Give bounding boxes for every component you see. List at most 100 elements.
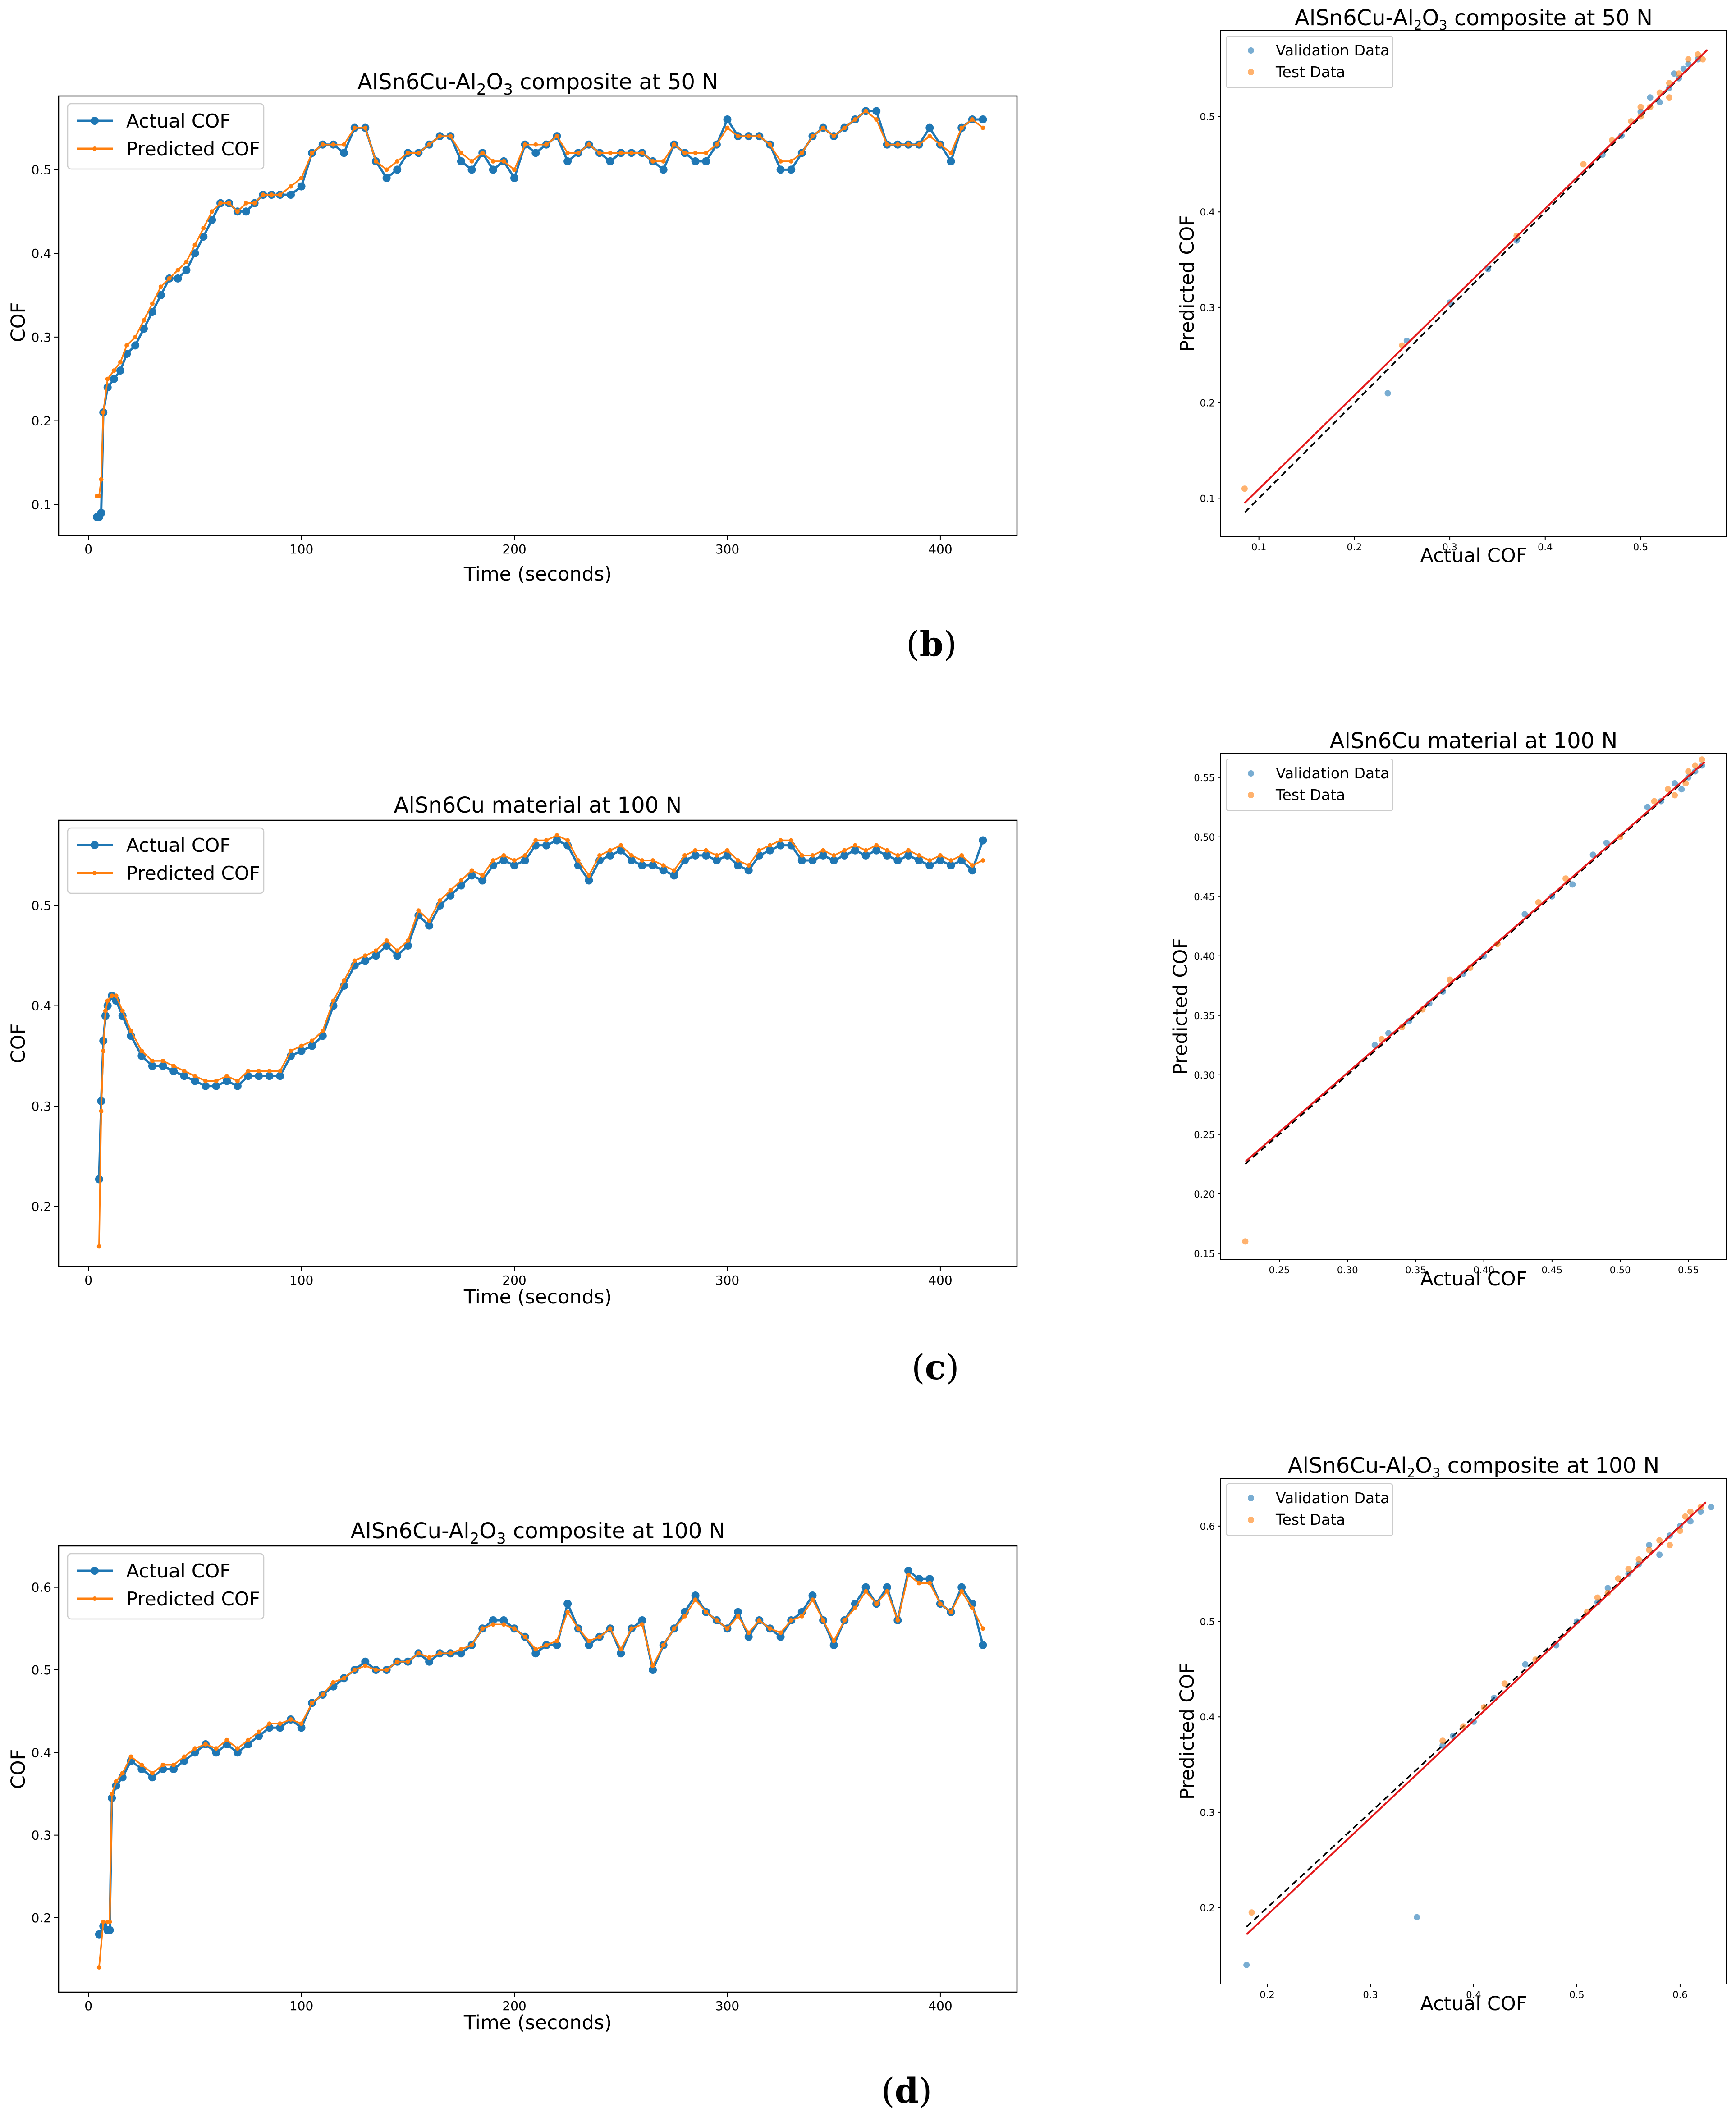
x-tick-label: 300: [715, 542, 739, 557]
actual-cof-point: [95, 1930, 103, 1939]
predicted-cof-point: [714, 853, 719, 858]
plot-frame: [58, 819, 1018, 1267]
validation-point: [1589, 851, 1596, 858]
y-tick-label: 0.2: [1200, 398, 1215, 409]
predicted-cof-point: [586, 873, 591, 878]
test-point: [1687, 1509, 1694, 1515]
ideal-fit-line: [1245, 762, 1705, 1165]
x-tick-label: 0.25: [1269, 1265, 1290, 1276]
actual-cof-point: [968, 866, 976, 875]
actual-cof-point: [542, 841, 550, 850]
legend-actual-label: Actual COF: [126, 834, 230, 856]
test-point: [1248, 1909, 1255, 1916]
predicted-cof-point: [597, 1634, 602, 1639]
predicted-cof-point: [246, 1069, 251, 1074]
actual-cof-point: [947, 861, 955, 870]
actual-cof-point: [723, 851, 732, 860]
predicted-cof-point: [342, 1676, 347, 1681]
predicted-cof-point: [544, 838, 549, 843]
actual-cof-point: [606, 851, 614, 860]
x-tick-label: 100: [289, 1998, 313, 2013]
predicted-cof-point: [948, 858, 953, 863]
legend-predicted-marker: [92, 871, 97, 875]
actual-cof-point: [819, 851, 828, 860]
predicted-cof-point: [218, 201, 223, 206]
x-tick-label: 0.4: [1466, 1989, 1481, 2000]
y-tick-label: 0.20: [1194, 1189, 1215, 1200]
predicted-cof-point: [650, 159, 655, 164]
predicted-cof-point: [437, 134, 442, 139]
actual-cof-point: [606, 157, 614, 165]
predicted-cof-point: [342, 142, 347, 147]
predicted-cof-point: [533, 1647, 538, 1652]
actual-cof-point: [457, 1649, 465, 1658]
test-point: [1501, 1680, 1508, 1687]
predicted-cof-point: [852, 117, 857, 122]
y-tick-label: 0.40: [1194, 951, 1215, 962]
validation-point: [1569, 881, 1576, 888]
x-tick-label: 0.50: [1610, 1265, 1631, 1276]
validation-point: [1697, 1509, 1704, 1515]
predicted-cof-point: [246, 1737, 251, 1742]
predicted-cof-point: [99, 477, 104, 482]
validation-point: [1548, 893, 1555, 900]
legend-box: [67, 103, 265, 170]
predicted-cof-point: [289, 184, 293, 189]
predicted-cof-point: [799, 151, 804, 155]
test-point: [1656, 1537, 1663, 1544]
validation-point: [1708, 1504, 1714, 1510]
panel-b: AlSn6Cu-Al2O3 composite at 50 N 0 100 200 3…: [7, 5, 1727, 664]
predicted-cof-point: [416, 151, 421, 155]
predicted-cof-point: [948, 1609, 953, 1614]
validation-point: [1521, 911, 1528, 918]
predicted-cof-point: [448, 1651, 453, 1656]
actual-cof-point: [904, 851, 913, 860]
x-tick-label: 0.30: [1337, 1265, 1358, 1276]
y-axis-label: COF: [7, 1749, 30, 1789]
panel-label: (b): [906, 624, 957, 664]
test-point: [1580, 161, 1587, 168]
predicted-cof-point: [895, 142, 900, 147]
predicted-cof-point: [269, 192, 274, 197]
test-point: [1594, 1594, 1601, 1601]
validation-point: [1644, 804, 1651, 810]
predicted-cof-point: [278, 1721, 283, 1726]
predicted-cof-point: [299, 1043, 304, 1048]
regression-fit-line: [1245, 761, 1705, 1163]
actual-cof-point: [872, 846, 881, 855]
legend-predicted-marker: [92, 146, 97, 151]
actual-cof-point: [457, 157, 465, 165]
predicted-cof-point: [416, 908, 421, 913]
predicted-cof-point: [437, 1651, 442, 1656]
test-point: [1677, 1527, 1683, 1534]
predicted-cof-point: [597, 853, 602, 858]
predicted-cof-point: [458, 1647, 463, 1652]
predicted-cof-point: [110, 993, 115, 998]
predicted-cof-point: [916, 142, 921, 147]
y-tick-label: 0.45: [1194, 892, 1215, 902]
predicted-cof-point: [842, 125, 847, 130]
legend-validation-marker: [1248, 1495, 1254, 1501]
actual-cof-point: [521, 856, 529, 864]
predicted-cof-point: [863, 1589, 868, 1594]
predicted-cof-point: [267, 1069, 272, 1074]
predicted-cof-point: [96, 494, 101, 498]
actual-cof-point: [265, 1072, 274, 1080]
y-tick-label: 0.1: [31, 497, 51, 512]
actual-cof-point: [242, 207, 250, 216]
actual-cof-point: [936, 856, 944, 864]
test-point: [1637, 104, 1644, 110]
predicted-cof-point: [927, 858, 932, 863]
predicted-cof-point: [490, 1622, 495, 1627]
predicted-cof-point: [124, 343, 129, 348]
x-tick-label: 400: [928, 1998, 952, 2013]
y-tick-label: 0.3: [31, 1099, 51, 1114]
predicted-cof-point: [650, 858, 655, 863]
predicted-cof-point: [544, 1643, 549, 1647]
predicted-cof-point: [469, 1643, 474, 1647]
predicted-cof-point: [469, 868, 474, 873]
legend-validation-marker: [1248, 47, 1254, 54]
predicted-cof-point: [150, 1058, 155, 1063]
predicted-cof-point: [522, 853, 527, 858]
legend-box: [1226, 36, 1393, 88]
